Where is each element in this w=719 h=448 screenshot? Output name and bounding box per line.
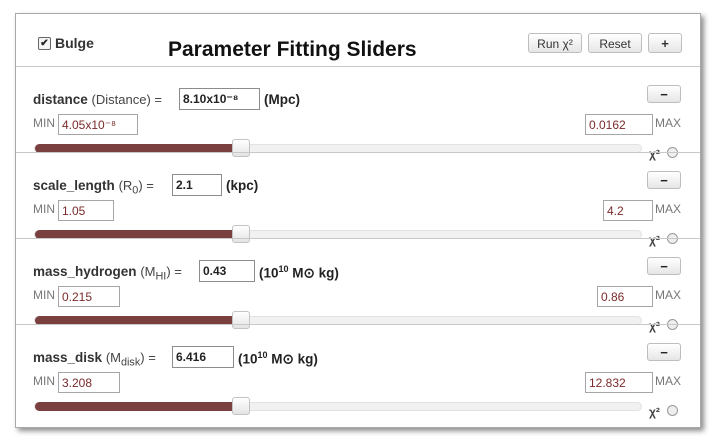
- chi-squared-label: χ²: [649, 319, 660, 333]
- param-symbol: (Mdisk) =: [105, 350, 156, 369]
- param-label: mass_hydrogen (MHI) =: [33, 264, 182, 283]
- max-input[interactable]: [585, 114, 653, 135]
- param-name: mass_hydrogen: [33, 264, 137, 279]
- min-input[interactable]: [58, 372, 120, 393]
- param-symbol: (Distance) =: [91, 92, 162, 107]
- remove-parameter-button[interactable]: −: [647, 85, 681, 103]
- param-value-input[interactable]: [199, 260, 255, 282]
- slider-fill: [35, 230, 241, 239]
- add-parameter-button[interactable]: +: [648, 33, 682, 53]
- parameter-panel: ✔ Bulge Parameter Fitting Sliders Run χ²…: [15, 13, 701, 428]
- run-chi-squared-button[interactable]: Run χ²: [528, 33, 582, 53]
- min-input[interactable]: [58, 200, 114, 221]
- param-label: mass_disk (Mdisk) =: [33, 350, 156, 369]
- chi-squared-radio[interactable]: [667, 405, 678, 416]
- max-label: MAX: [655, 116, 682, 130]
- max-input[interactable]: [603, 200, 653, 221]
- param-value-input[interactable]: [179, 88, 260, 110]
- param-name: distance: [33, 92, 88, 107]
- param-section-distance: distance (Distance) = (Mpc) − MIN MAX χ²: [16, 66, 700, 161]
- param-label: scale_length (R0) =: [33, 178, 154, 197]
- param-symbol: (MHI) =: [140, 264, 182, 283]
- remove-parameter-button[interactable]: −: [647, 343, 681, 361]
- param-unit: (1010 M⊙ kg): [238, 350, 318, 367]
- param-name: scale_length: [33, 178, 115, 193]
- param-value-input[interactable]: [172, 174, 222, 196]
- param-symbol: (R0) =: [118, 178, 154, 197]
- chi-squared-label: χ²: [649, 405, 660, 419]
- slider-fill: [35, 144, 241, 153]
- max-label: MAX: [655, 202, 682, 216]
- remove-parameter-button[interactable]: −: [647, 257, 681, 275]
- param-section-mass-disk: mass_disk (Mdisk) = (1010 M⊙ kg) − MIN M…: [16, 324, 700, 419]
- min-label: MIN: [33, 202, 55, 216]
- chi-squared-label: χ²: [649, 147, 660, 161]
- slider-handle[interactable]: [232, 397, 250, 415]
- page-title: Parameter Fitting Sliders: [168, 38, 417, 61]
- param-value-input[interactable]: [172, 346, 234, 368]
- slider-fill: [35, 316, 241, 325]
- param-unit: (1010 M⊙ kg): [259, 264, 339, 281]
- bulge-label: Bulge: [55, 35, 94, 51]
- chi-squared-label: χ²: [649, 233, 660, 247]
- min-label: MIN: [33, 288, 55, 302]
- param-label: distance (Distance) =: [33, 92, 162, 107]
- bulge-toggle[interactable]: ✔ Bulge: [38, 35, 94, 51]
- min-input[interactable]: [58, 286, 120, 307]
- min-input[interactable]: [58, 114, 138, 135]
- param-section-mass-hydrogen: mass_hydrogen (MHI) = (1010 M⊙ kg) − MIN…: [16, 238, 700, 333]
- panel-header: ✔ Bulge Parameter Fitting Sliders Run χ²…: [16, 14, 700, 66]
- param-section-scale-length: scale_length (R0) = (kpc) − MIN MAX χ²: [16, 152, 700, 247]
- param-slider[interactable]: [34, 397, 642, 415]
- min-label: MIN: [33, 374, 55, 388]
- reset-button[interactable]: Reset: [588, 33, 642, 53]
- min-label: MIN: [33, 116, 55, 130]
- max-label: MAX: [655, 288, 682, 302]
- max-label: MAX: [655, 374, 682, 388]
- param-name: mass_disk: [33, 350, 103, 365]
- max-input[interactable]: [585, 372, 653, 393]
- bulge-checkbox[interactable]: ✔: [38, 36, 51, 50]
- param-unit: (Mpc): [264, 92, 300, 107]
- max-input[interactable]: [597, 286, 653, 307]
- param-unit: (kpc): [226, 178, 259, 193]
- slider-fill: [35, 402, 241, 411]
- remove-parameter-button[interactable]: −: [647, 171, 681, 189]
